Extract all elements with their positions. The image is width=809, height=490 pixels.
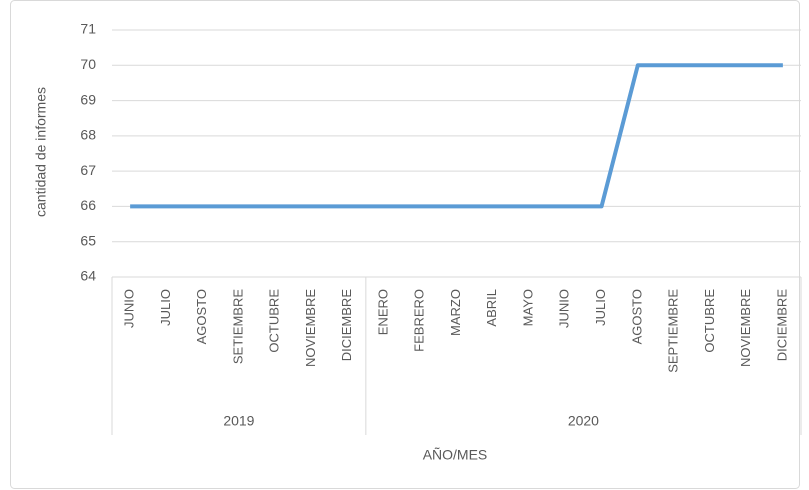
x-tick-label: JULIO <box>593 289 608 326</box>
y-tick-label: 70 <box>80 56 96 72</box>
x-tick-label: AGOSTO <box>194 289 209 344</box>
y-tick-label: 68 <box>80 127 96 143</box>
x-tick-label: OCTUBRE <box>702 289 717 353</box>
y-tick-label: 66 <box>80 197 96 213</box>
y-axis-title: cantidad de informes <box>33 87 49 217</box>
x-tick-label: AGOSTO <box>629 289 644 344</box>
x-tick-label: SEPTIEMBRE <box>666 289 681 373</box>
y-tick-label: 69 <box>80 91 96 107</box>
y-tick-label: 65 <box>80 232 96 248</box>
x-tick-label: JULIO <box>158 289 173 326</box>
x-tick-label: ABRIL <box>484 289 499 327</box>
x-tick-label: JUNIO <box>557 289 572 328</box>
x-tick-label: MAYO <box>520 289 535 326</box>
x-tick-label: ENERO <box>375 289 390 335</box>
x-tick-label: DICIEMBRE <box>339 289 354 362</box>
x-tick-label: NOVIEMBRE <box>738 289 753 367</box>
x-tick-label: OCTUBRE <box>267 289 282 353</box>
y-tick-label: 64 <box>80 268 96 284</box>
x-axis-title: AÑO/MES <box>423 447 488 463</box>
y-tick-label: 67 <box>80 162 96 178</box>
x-tick-label: SETIEMBRE <box>230 289 245 364</box>
chart-border <box>10 0 800 489</box>
x-tick-label: NOVIEMBRE <box>303 289 318 367</box>
x-tick-label: JUNIO <box>122 289 137 328</box>
x-tick-label: DICIEMBRE <box>774 289 789 362</box>
line-series <box>130 63 783 209</box>
y-tick-label: 71 <box>80 21 96 37</box>
x-tick-label: MARZO <box>448 289 463 336</box>
x-tick-label: FEBRERO <box>412 289 427 352</box>
group-label: 2019 <box>223 413 254 429</box>
group-label: 2020 <box>568 413 599 429</box>
